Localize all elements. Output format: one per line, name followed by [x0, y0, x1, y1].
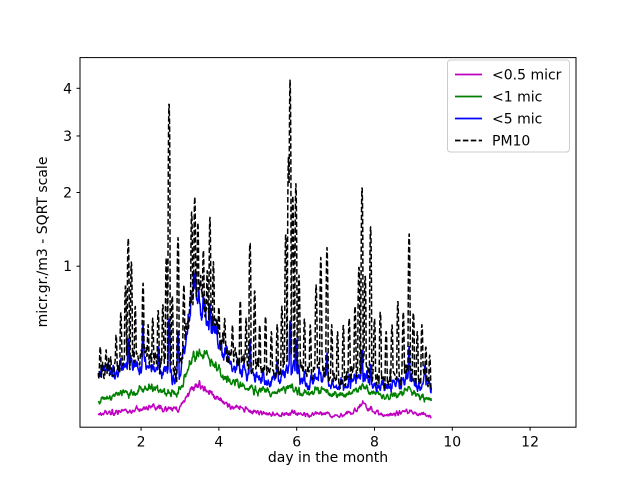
legend: <0.5 micr <1 mic <5 mic PM10	[447, 59, 570, 153]
series-line--5-mic	[97, 272, 433, 394]
x-axis-label: day in the month	[268, 450, 388, 466]
legend-label: <0.5 micr	[492, 68, 562, 84]
y-tick-label: 1	[63, 259, 72, 275]
legend-item: PM10	[455, 134, 530, 150]
y-tick-label: 2	[63, 186, 72, 202]
legend-label: PM10	[492, 134, 530, 150]
x-tick-label: 10	[443, 435, 461, 451]
y-tick-label: 3	[63, 129, 72, 145]
legend-label: <5 mic	[492, 112, 542, 128]
x-tick-label: 8	[370, 435, 379, 451]
legend-item: <5 mic	[455, 112, 542, 128]
series-line-PM10	[97, 79, 433, 391]
legend-box	[447, 59, 570, 153]
legend-item: <0.5 micr	[455, 68, 562, 84]
series-line--1-mic	[97, 348, 433, 405]
plot-border	[79, 57, 577, 428]
series-line--0.5-micr	[97, 379, 432, 419]
y-axis-label: micr.gr./m3 - SQRT scale	[35, 157, 51, 328]
plot-data-lines	[97, 79, 433, 419]
y-tick-label: 4	[63, 81, 72, 97]
legend-item: <1 mic	[455, 90, 542, 106]
legend-label: <1 mic	[492, 90, 542, 106]
x-tick-label: 4	[214, 435, 223, 451]
x-tick-label: 12	[521, 435, 539, 451]
x-tick-label: 6	[292, 435, 301, 451]
x-tick-label: 2	[137, 435, 146, 451]
